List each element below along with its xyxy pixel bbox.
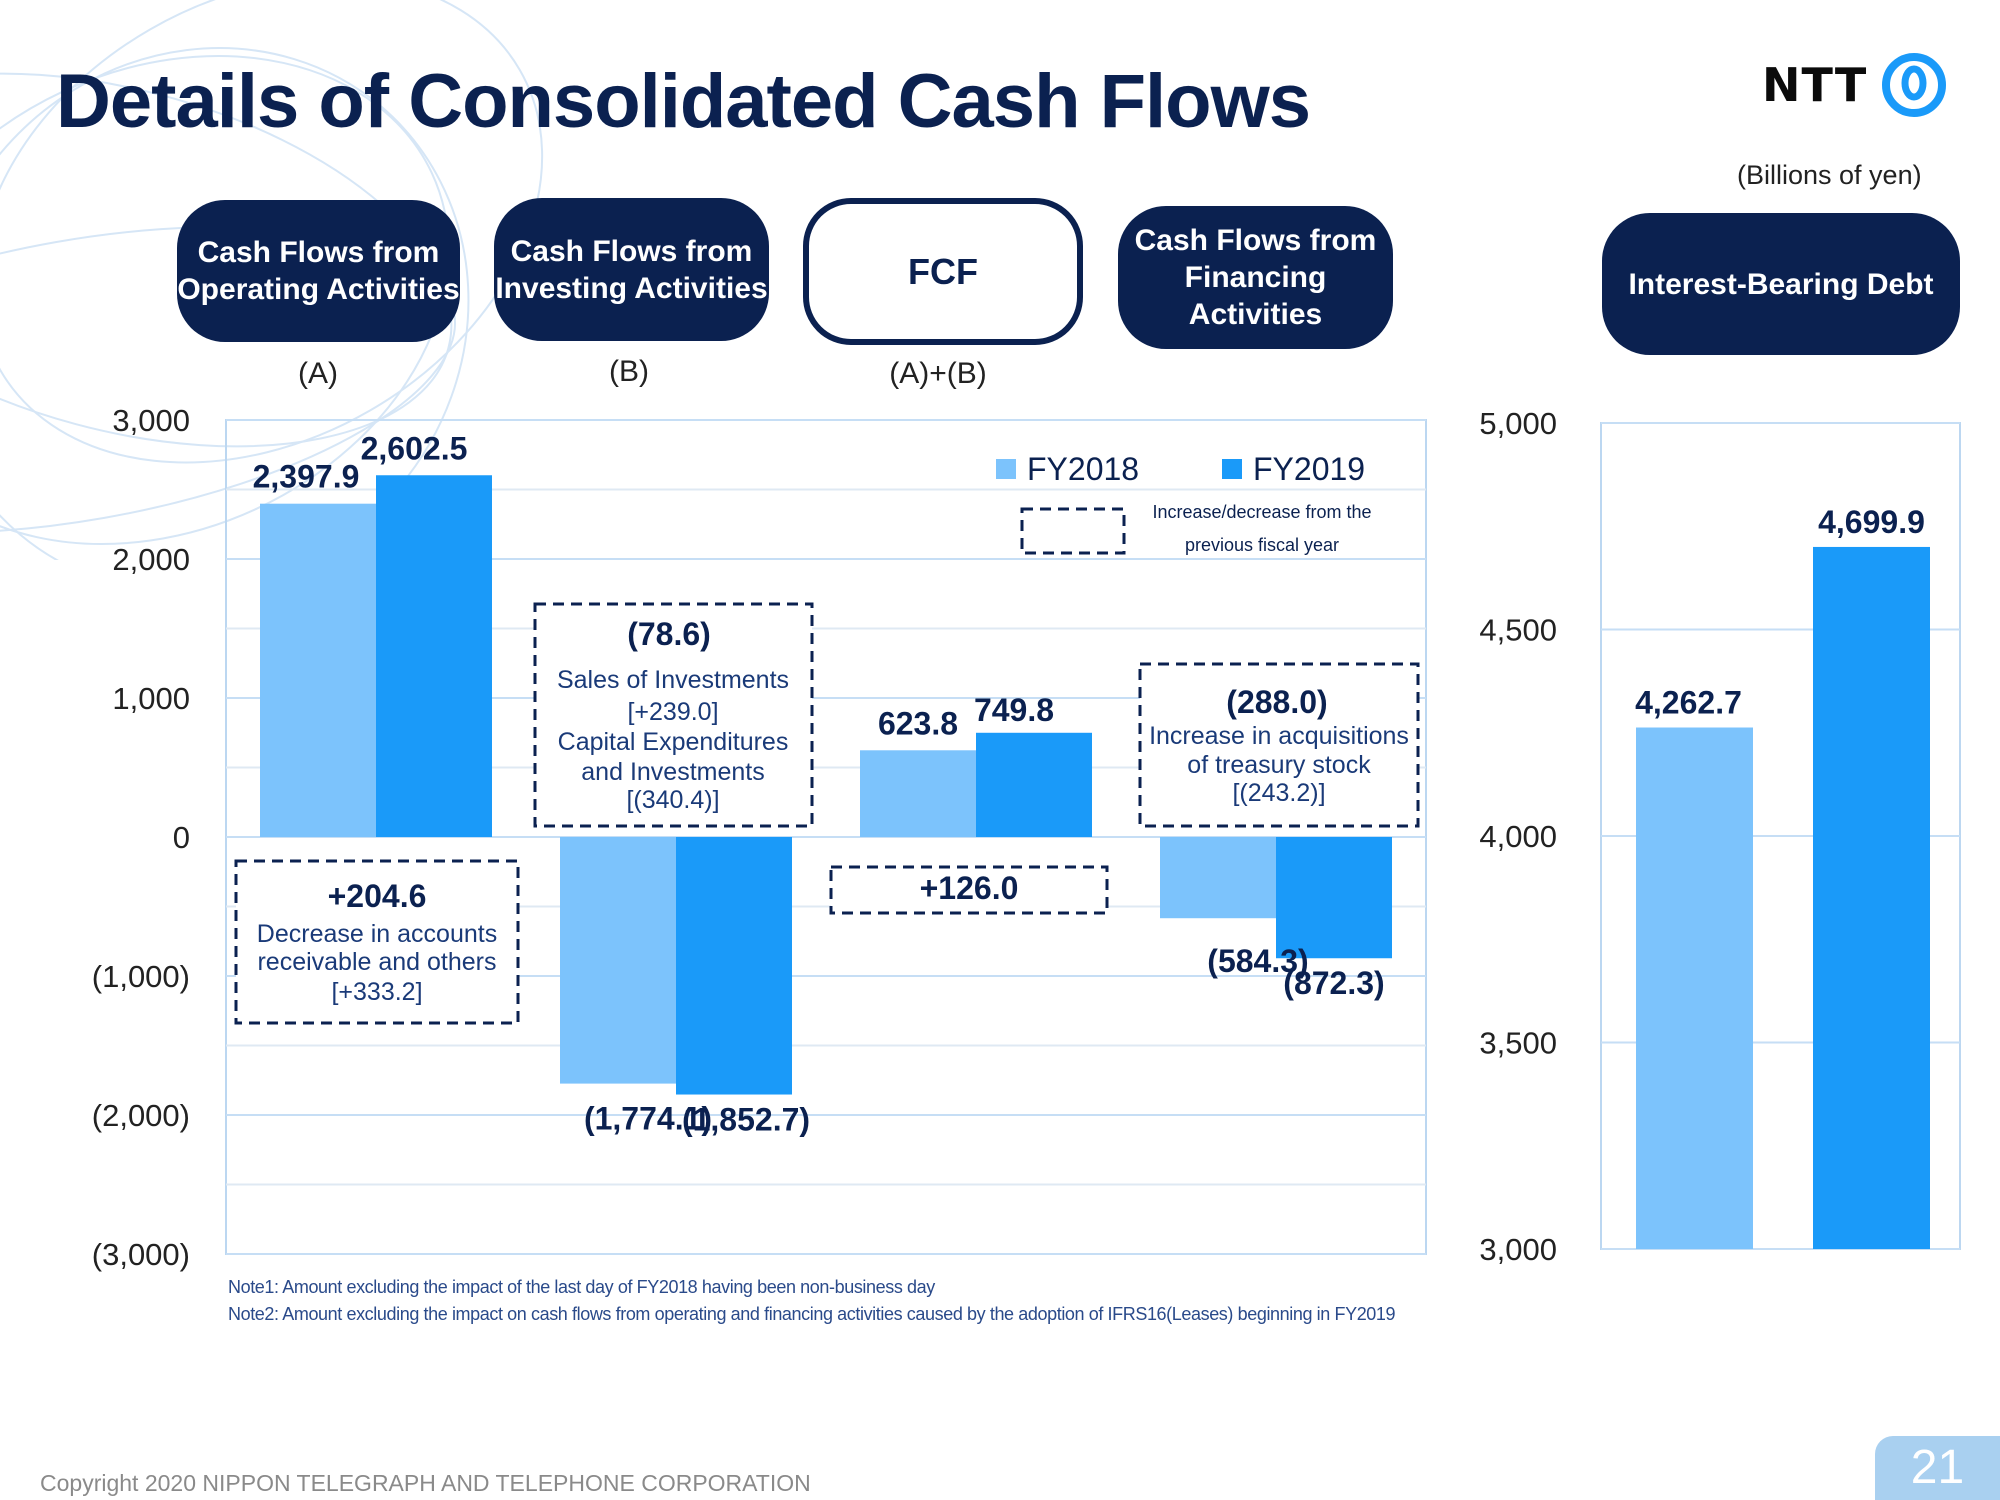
value-label-fy2018-3: (584.3) [1207,943,1308,979]
legend-label-fy2018: FY2018 [1027,451,1139,487]
annotation-investing-line3: Capital Expenditures [558,728,789,756]
main-y-tick-label: 0 [173,820,190,855]
bar-fy2018-1 [560,837,676,1084]
annotation-operating-line2: receivable and others [257,948,496,976]
main-y-tick-label: 2,000 [112,542,190,577]
value-label-fy2018-1: (1,774.1) [584,1101,712,1137]
main-y-tick-label: (1,000) [92,959,190,994]
main-y-tick-label: 1,000 [112,681,190,716]
bar-fy2019-2 [976,732,1092,837]
footnote-1: Note1: Amount excluding the impact of th… [228,1277,935,1297]
sub-label-b: (B) [609,355,649,388]
legend-dashed-box [1020,507,1126,555]
debt-value-label-fy2019: 4,699.9 [1818,504,1925,540]
annotation-investing-value: (78.6) [627,616,711,652]
annotation-operating-line3: [+333.2] [331,978,422,1006]
header-interest-bearing-debt: Interest-Bearing Debt [1602,213,1960,355]
bar-fy2018-0 [260,503,376,837]
page-title: Details of Consolidated Cash Flows [56,59,1311,144]
header-fcf: FCF [803,198,1083,345]
debt-value-label-fy2018: 4,262.7 [1635,685,1742,721]
annotation-financing-line1: Increase in acquisitions [1149,722,1409,750]
debt-y-tick-label: 3,000 [1479,1232,1557,1267]
footnotes: Note1: Amount excluding the impact of th… [228,1274,1396,1328]
bars [260,475,1930,1249]
annotation-investing-line2: [+239.0] [627,698,718,726]
legend-dashed-line2: previous fiscal year [1185,535,1339,555]
value-labels: 3,000 2,000 1,000 0 (1,000) (2,000) (3,000) 2,3… [92,403,1925,1272]
main-y-tick-label: 3,000 [112,403,190,438]
logo-text: NTT [1762,58,1868,112]
annotation-operating-line1: Decrease in accounts [257,920,497,948]
annotation-financing: (288.0) Increase in acquisitions of trea… [1138,662,1420,828]
annotation-operating: +204.6 Decrease in accounts receivable a… [234,859,520,1025]
ntt-logo: NTT [1762,52,1947,118]
value-label-fy2019-2: 749.8 [974,692,1054,728]
annotation-investing: (78.6) Sales of Investments [+239.0] Cap… [533,602,814,828]
annotation-financing-line3: [(243.2)] [1232,779,1325,807]
value-label-fy2018-2: 623.8 [878,705,958,741]
legend-swatch-fy2019 [1222,459,1242,479]
debt-y-tick-label: 5,000 [1479,406,1557,441]
annotation-investing-line5: [(340.4)] [626,786,719,814]
bar-fy2019-1 [676,837,792,1095]
debt-y-tick-label: 3,500 [1479,1026,1557,1061]
value-label-fy2019-1: (1,852.7) [682,1102,810,1138]
main-y-tick-label: (3,000) [92,1237,190,1272]
annotation-operating-value: +204.6 [328,878,427,914]
annotation-financing-value: (288.0) [1226,684,1327,720]
sub-label-a: (A) [298,357,338,390]
legend-swatch-fy2018 [996,459,1016,479]
annotation-investing-line1: Sales of Investments [557,666,789,694]
header-operating: Cash Flows from Operating Activities [177,200,460,342]
header-investing: Cash Flows from Investing Activities [494,198,769,341]
annotation-fcf: +126.0 [829,865,1109,915]
page-number: 21 [1875,1436,2000,1500]
annotation-investing-line4: and Investments [581,758,764,786]
units-label: (Billions of yen) [1737,160,1922,190]
value-label-fy2019-0: 2,602.5 [361,430,468,466]
annotation-fcf-value: +126.0 [920,870,1019,906]
value-label-fy2018-0: 2,397.9 [253,459,360,495]
sub-label-a-plus-b: (A)+(B) [889,357,987,390]
value-label-fy2019-3: (872.3) [1283,965,1384,1001]
legend-dashed-line1: Increase/decrease from the [1152,502,1371,522]
header-financing: Cash Flows from Financing Activities [1118,206,1393,349]
debt-bar-fy2018 [1636,727,1753,1249]
bar-fy2019-0 [376,475,492,837]
ntt-logo-icon [1882,53,1947,117]
debt-y-tick-label: 4,000 [1479,819,1557,854]
copyright: Copyright 2020 NIPPON TELEGRAPH AND TELE… [40,1470,811,1496]
bar-fy2018-3 [1160,837,1276,919]
footnote-2: Note2: Amount excluding the impact on ca… [228,1304,1396,1324]
debt-y-tick-label: 4,500 [1479,613,1557,648]
bar-fy2018-2 [860,750,976,837]
main-y-tick-label: (2,000) [92,1098,190,1133]
debt-bar-fy2019 [1813,546,1930,1249]
bar-fy2019-3 [1276,837,1392,959]
annotation-financing-line2: of treasury stock [1187,751,1371,779]
legend-label-fy2019: FY2019 [1253,451,1365,487]
